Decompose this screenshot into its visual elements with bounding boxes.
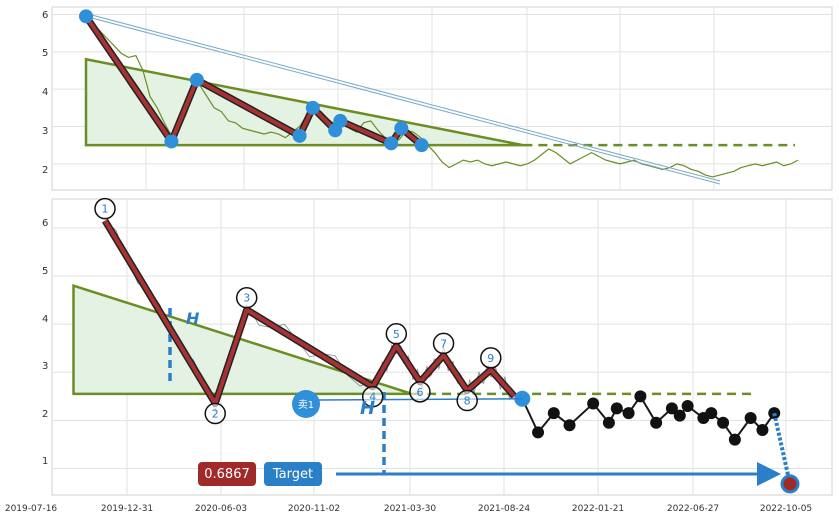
forecast-point <box>602 416 615 429</box>
zigzag-label: 2 <box>212 408 219 421</box>
top-zigzag-point <box>394 121 409 136</box>
bottom-marks <box>72 218 800 494</box>
forecast-point <box>532 426 545 439</box>
zigzag-label-circle <box>432 332 455 355</box>
top-zigzag-point <box>384 136 399 151</box>
h-label: H <box>186 309 200 328</box>
bottom-y-tick-label: 3 <box>42 361 48 372</box>
bottom-y-tick-label: 5 <box>42 266 48 277</box>
top-zigzag-point <box>414 138 429 153</box>
zigzag-label-circle <box>480 347 502 369</box>
zigzag-label-circle <box>235 286 258 309</box>
bottom-y-ticks: 6 5 4 3 2 1 <box>42 218 48 467</box>
forecast-point <box>634 390 647 403</box>
x-tick-label: 2020-11-02 <box>288 504 340 514</box>
sell-marker: 卖1 <box>292 390 320 418</box>
x-tick-label: 2019-12-31 <box>101 504 153 514</box>
bottom-x-ticks: 2019-07-16 2019-12-31 2020-06-03 2020-11… <box>5 504 812 514</box>
forecast-point <box>756 424 769 437</box>
zigzag-label: 5 <box>393 328 400 341</box>
zigzag-label-circle <box>204 402 226 425</box>
forecast-point <box>547 407 560 420</box>
top-diagonal-arrow <box>87 13 721 182</box>
bottom-zigzag-line <box>103 219 516 406</box>
top-y-tick-label: 4 <box>42 87 48 98</box>
x-tick-label: 2022-06-27 <box>667 504 719 514</box>
zigzag-label: 9 <box>487 352 494 365</box>
top-y-tick-label: 3 <box>42 126 48 137</box>
sell-marker-label: 卖1 <box>298 399 314 411</box>
top-zigzag-point <box>333 113 348 128</box>
bottom-grid <box>52 199 832 495</box>
forecast-point <box>717 416 730 429</box>
target-value-box <box>198 462 256 486</box>
zigzag-label: 4 <box>369 391 376 404</box>
target-button[interactable]: Target <box>264 462 322 486</box>
top-diagonal-arrow <box>87 16 721 185</box>
top-triangle <box>84 57 524 147</box>
forecast-point <box>705 407 718 420</box>
forecast-point <box>673 409 686 422</box>
bottom-y-tick-label: 2 <box>42 409 48 420</box>
x-tick-label: 2022-01-21 <box>572 504 624 514</box>
top-y-tick-label: 5 <box>42 48 48 59</box>
target-value-badge: 0.6867 <box>198 462 256 486</box>
bottom-y-tick-label: 4 <box>42 314 48 325</box>
zigzag-label: 3 <box>243 292 250 305</box>
zigzag-label-circle <box>94 197 116 220</box>
sell-marker-circle <box>292 390 320 418</box>
forecast-point <box>563 419 576 432</box>
forecast-point <box>744 411 757 424</box>
zigzag-label-circle <box>456 389 478 412</box>
forecast-point <box>622 407 635 420</box>
zigzag-label: 6 <box>416 386 423 399</box>
target-drop-line <box>772 412 792 485</box>
top-zigzag-point <box>79 9 93 24</box>
forecast-point <box>650 416 663 429</box>
top-y-ticks: 6 5 4 3 2 <box>42 10 48 176</box>
top-zigzag-point <box>305 100 320 115</box>
zigzag-label: 8 <box>464 395 471 408</box>
top-marks <box>79 9 799 185</box>
top-zigzag-point <box>189 72 204 87</box>
bottom-y-tick-label: 1 <box>42 456 48 467</box>
target-button-box[interactable] <box>264 462 322 486</box>
zigzag-label-circle <box>409 381 431 403</box>
forecast-point <box>610 402 623 415</box>
x-tick-label: 2022-10-05 <box>760 504 812 514</box>
zigzag-labels: 1 2 3 4 5 6 7 8 9 <box>94 197 502 425</box>
zigzag-label: 7 <box>440 337 447 350</box>
target-button-label: Target <box>272 467 313 482</box>
zigzag-label: 1 <box>102 203 109 216</box>
top-y-tick-label: 6 <box>42 10 48 21</box>
forecast-point <box>681 399 694 412</box>
x-tick-label: 2021-03-30 <box>384 504 437 514</box>
bottom-y-tick-label: 6 <box>42 218 48 229</box>
x-tick-label: 2019-07-16 <box>5 504 58 514</box>
target-value-label: 0.6867 <box>204 467 250 482</box>
top-y-tick-label: 2 <box>42 165 48 176</box>
top-zigzag-point <box>164 134 179 149</box>
top-zigzag-point <box>292 128 307 143</box>
forecast-point <box>728 433 741 446</box>
zigzag-label-circle <box>385 323 408 345</box>
top-grid <box>52 7 832 190</box>
x-tick-label: 2021-08-24 <box>478 504 531 514</box>
forecast-point <box>665 402 678 415</box>
top-zigzag-line <box>84 15 423 147</box>
forecast-point <box>587 397 600 410</box>
measure-label: H <box>360 398 375 419</box>
zigzag-label-circle <box>361 385 384 408</box>
x-tick-label: 2020-06-03 <box>195 504 247 514</box>
target-point <box>780 474 800 494</box>
